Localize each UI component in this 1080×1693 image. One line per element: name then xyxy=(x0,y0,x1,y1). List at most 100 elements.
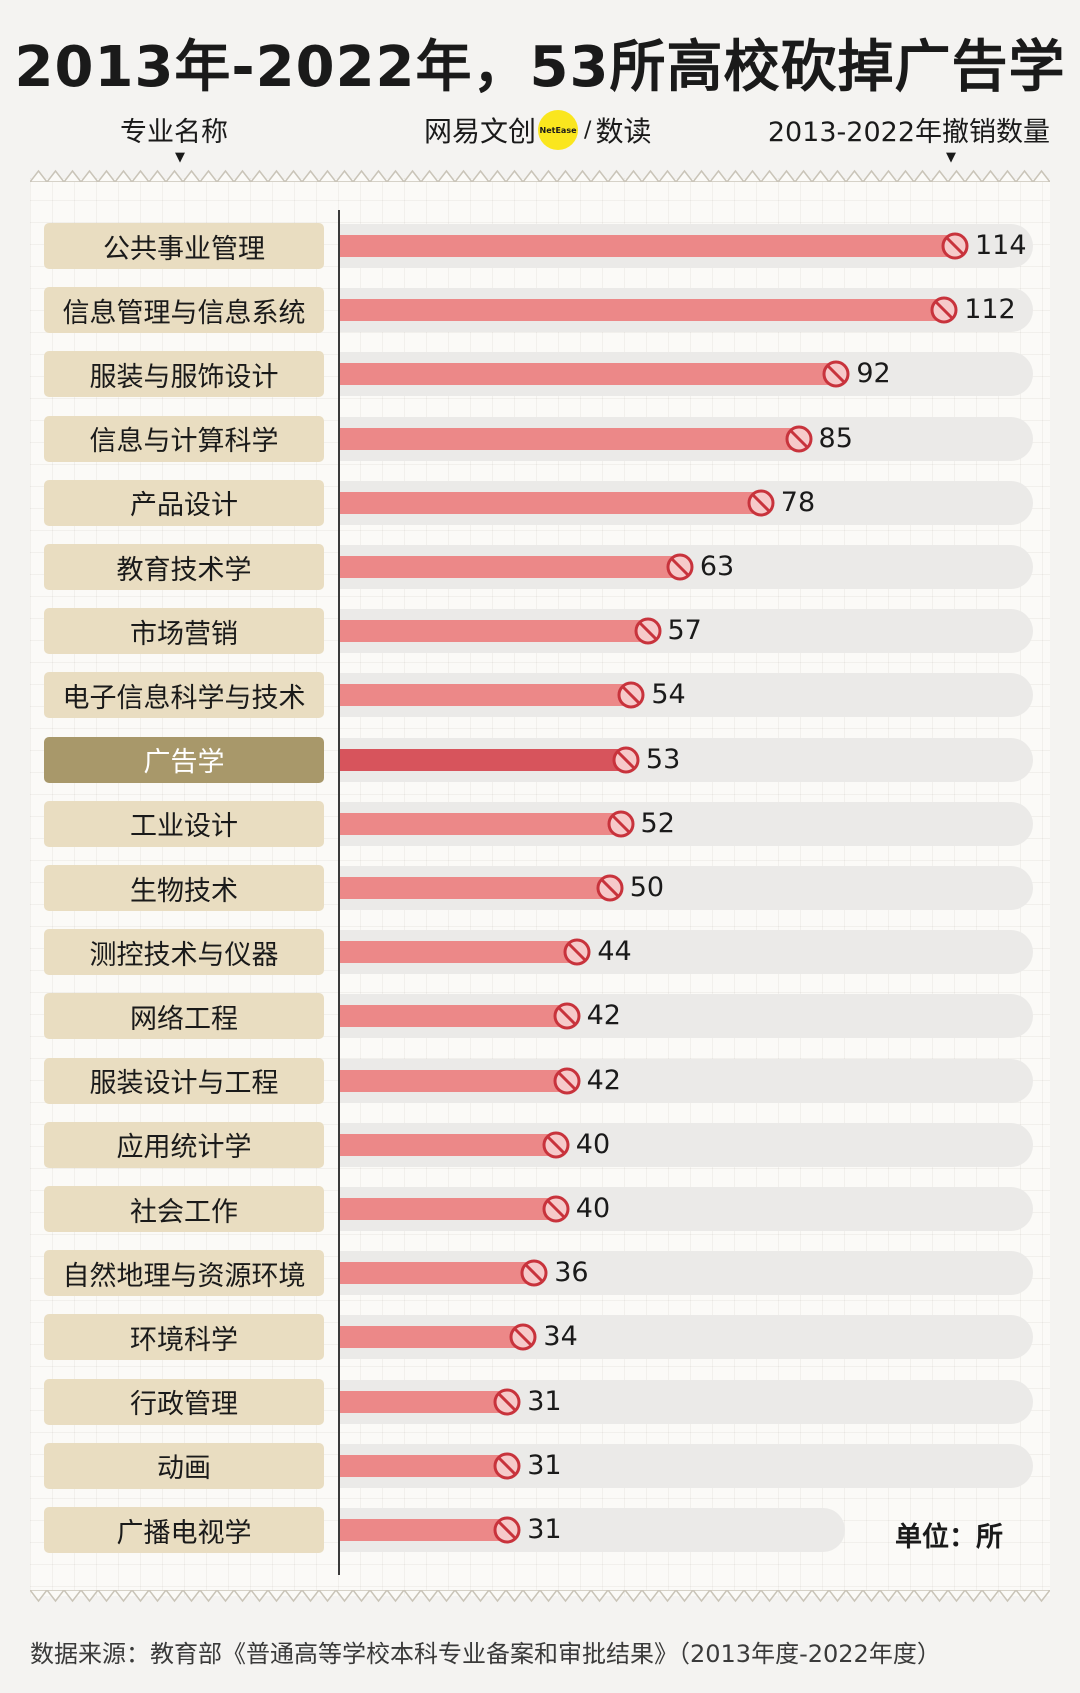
category-label: 测控技术与仪器 xyxy=(44,929,324,976)
brand-badge: NetEase xyxy=(538,110,579,150)
category-label: 公共事业管理 xyxy=(44,223,324,269)
bar-row: 生物技术 50 xyxy=(0,864,1080,912)
ban-icon xyxy=(493,1516,521,1544)
bar-value-label: 53 xyxy=(645,743,681,775)
bar xyxy=(340,1390,508,1413)
bar-value-label: 40 xyxy=(575,1193,611,1224)
bar-row: 公共事业管理 114 xyxy=(0,222,1080,270)
brand-name: 网易文创 xyxy=(424,115,537,148)
bar xyxy=(340,1262,535,1285)
bar xyxy=(340,748,626,771)
bar xyxy=(340,1519,508,1541)
bar xyxy=(340,1454,508,1477)
bar xyxy=(340,1326,524,1349)
brand-section: 数读 xyxy=(595,115,652,148)
bar-row: 服装与服饰设计 92 xyxy=(0,350,1080,398)
category-label: 教育技术学 xyxy=(44,544,324,590)
bar-value-label: 85 xyxy=(818,422,853,454)
category-label: 电子信息科学与技术 xyxy=(44,672,324,719)
bar-value-label: 92 xyxy=(856,358,891,390)
ban-icon xyxy=(666,553,694,581)
ban-icon xyxy=(542,1131,570,1159)
bar xyxy=(340,235,955,257)
category-label: 市场营销 xyxy=(44,608,324,655)
bar-value-label: 63 xyxy=(699,551,735,582)
chart-title: 2013年-2022年，53所高校砍掉广告学 xyxy=(14,35,1066,100)
ban-icon xyxy=(612,746,640,774)
category-label: 工业设计 xyxy=(44,800,324,847)
bar-row: 服装设计与工程 42 xyxy=(0,1057,1080,1105)
bar xyxy=(340,1133,556,1156)
bar xyxy=(340,941,578,964)
bar xyxy=(340,363,837,386)
bar-row: 工业设计 52 xyxy=(0,800,1080,848)
bar-row: 环境科学 34 xyxy=(0,1313,1080,1361)
bar-value-label: 50 xyxy=(629,872,665,903)
bar-row: 电子信息科学与技术 54 xyxy=(0,671,1080,719)
bar-row: 行政管理 31 xyxy=(0,1378,1080,1426)
bar-row: 信息与计算科学 85 xyxy=(0,415,1080,463)
ban-icon xyxy=(930,296,958,324)
ban-icon xyxy=(493,1388,521,1416)
bar-value-label: 34 xyxy=(543,1321,578,1353)
category-header: 专业名称 xyxy=(120,117,228,148)
value-header: 2013-2022年撤销数量 xyxy=(767,117,1050,148)
category-label: 应用统计学 xyxy=(44,1121,324,1168)
ban-icon xyxy=(509,1323,537,1351)
bar xyxy=(340,877,610,899)
brand-logo: 网易文创 NetEase / 数读 xyxy=(424,108,651,152)
bar-row: 应用统计学 40 xyxy=(0,1121,1080,1169)
bar xyxy=(340,1198,556,1220)
bar-value-label: 52 xyxy=(640,807,675,839)
bar-value-label: 78 xyxy=(780,486,816,518)
ban-icon xyxy=(553,1002,581,1030)
category-label: 生物技术 xyxy=(44,865,324,911)
bar xyxy=(340,491,761,514)
ban-icon xyxy=(563,938,591,966)
ban-icon xyxy=(542,1195,570,1223)
bar-value-label: 31 xyxy=(527,1385,562,1417)
bar-value-label: 42 xyxy=(586,1000,621,1032)
bar xyxy=(340,620,648,643)
bar xyxy=(340,556,680,578)
bar-value-label: 40 xyxy=(575,1128,611,1160)
ban-icon xyxy=(596,874,624,902)
bar-row: 测控技术与仪器 44 xyxy=(0,928,1080,976)
bar-row: 动画 31 xyxy=(0,1442,1080,1490)
category-label: 信息管理与信息系统 xyxy=(44,287,324,334)
axis-line xyxy=(338,210,340,1575)
bar xyxy=(340,427,799,450)
bar xyxy=(340,812,621,835)
bar-value-label: 42 xyxy=(586,1064,621,1096)
ban-icon xyxy=(785,425,813,453)
bar-row: 社会工作 40 xyxy=(0,1185,1080,1233)
bar-row: 广播电视学 31 xyxy=(0,1506,1080,1554)
bar-row: 自然地理与资源环境 36 xyxy=(0,1249,1080,1297)
source-note: 数据来源：教育部《普通高等学校本科专业备案和审批结果》（2013年度-2022年… xyxy=(30,1640,941,1668)
bar-value-label: 44 xyxy=(597,936,632,968)
category-label: 产品设计 xyxy=(44,479,324,526)
category-label: 服装与服饰设计 xyxy=(44,351,324,398)
category-label: 广播电视学 xyxy=(44,1507,324,1553)
ban-icon xyxy=(941,232,969,260)
ban-icon xyxy=(493,1452,521,1480)
category-header-arrow-icon: ▼ xyxy=(175,150,185,165)
bar-row: 教育技术学 63 xyxy=(0,543,1080,591)
zigzag-border-top xyxy=(30,169,1050,182)
bar xyxy=(340,299,945,322)
category-label: 环境科学 xyxy=(44,1314,324,1361)
bar xyxy=(340,1005,567,1028)
category-label: 社会工作 xyxy=(44,1186,324,1232)
ban-icon xyxy=(607,810,635,838)
ban-icon xyxy=(822,360,850,388)
bar xyxy=(340,684,632,707)
bar-row: 网络工程 42 xyxy=(0,992,1080,1040)
ban-icon xyxy=(747,489,775,517)
bar-row: 市场营销 57 xyxy=(0,607,1080,655)
category-label: 行政管理 xyxy=(44,1378,324,1425)
bar-value-label: 36 xyxy=(554,1257,589,1289)
bar-value-label: 114 xyxy=(975,230,1027,261)
ban-icon xyxy=(617,681,645,709)
bar xyxy=(340,1069,567,1092)
category-label: 自然地理与资源环境 xyxy=(44,1250,324,1297)
